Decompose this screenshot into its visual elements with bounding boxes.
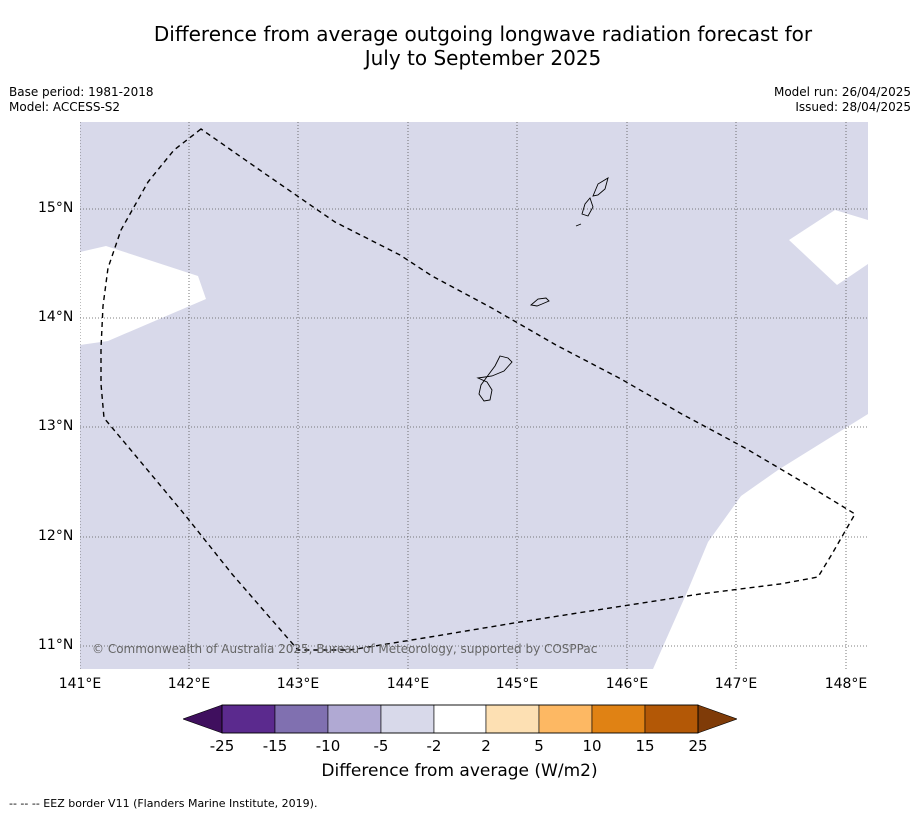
- lon-label: 144°E: [386, 676, 430, 692]
- island-saipan: [592, 177, 609, 197]
- colorbar-segment: [591, 704, 646, 734]
- colorbar-tick: 10: [582, 737, 602, 755]
- colorbar-extend-low: [183, 704, 223, 734]
- lat-label: 12°N: [38, 528, 74, 544]
- map-gridlines: [80, 122, 868, 669]
- base-period: Base period: 1981-2018: [9, 85, 154, 99]
- colorbar-tick: -15: [262, 737, 288, 755]
- title-line-1: Difference from average outgoing longwav…: [153, 22, 813, 46]
- model-name: Model: ACCESS-S2: [9, 100, 121, 114]
- model-run: Model run: 26/04/2025: [773, 85, 911, 99]
- colorbar-extend-high: [697, 704, 737, 734]
- colorbar: [183, 704, 737, 734]
- colorbar-tick: -10: [315, 737, 341, 755]
- lon-label: 145°E: [495, 676, 539, 692]
- lon-label: 146°E: [605, 676, 649, 692]
- colorbar-tick: -25: [209, 737, 235, 755]
- neutral-area-southeast: [653, 414, 868, 669]
- neutral-area-west: [80, 246, 206, 345]
- colorbar-segment: [538, 704, 593, 734]
- colorbar-label: Difference from average (W/m2): [321, 761, 598, 781]
- neutral-area-northeast: [789, 210, 868, 285]
- colorbar-segment: [485, 704, 540, 734]
- colorbar-tick: 15: [635, 737, 655, 755]
- colorbar-segment: [644, 704, 699, 734]
- islands: [476, 177, 609, 402]
- meta-right: Model run: 26/04/2025 Issued: 28/04/2025: [774, 85, 911, 115]
- issued-date: Issued: 28/04/2025: [795, 100, 911, 114]
- colorbar-tick: 5: [534, 737, 544, 755]
- lat-label: 11°N: [38, 637, 74, 653]
- colorbar-tick: 2: [481, 737, 491, 755]
- lon-label: 141°E: [58, 676, 102, 692]
- lon-label: 147°E: [714, 676, 758, 692]
- map-panel: [80, 122, 868, 669]
- colorbar-segment: [221, 704, 276, 734]
- lon-label: 143°E: [276, 676, 320, 692]
- island-guam: [476, 355, 513, 402]
- colorbar-tick: 25: [688, 737, 708, 755]
- lon-label: 142°E: [167, 676, 211, 692]
- colorbar-frame: [221, 704, 699, 734]
- lat-label: 15°N: [38, 200, 74, 216]
- colorbar-tick: -2: [426, 737, 442, 755]
- eez-border: [100, 128, 856, 651]
- meta-left: Base period: 1981-2018 Model: ACCESS-S2: [9, 85, 154, 115]
- lat-label: 14°N: [38, 309, 74, 325]
- copyright-notice: © Commonwealth of Australia 2025, Bureau…: [92, 642, 598, 656]
- neutral-anomaly-areas: [80, 210, 868, 669]
- colorbar-segment: [327, 704, 382, 734]
- island-tinian: [581, 197, 594, 217]
- chart-title: Difference from average outgoing longwav…: [0, 22, 919, 70]
- island-aguijan: [575, 223, 582, 227]
- colorbar-segment: [274, 704, 329, 734]
- colorbar-tick: -5: [373, 737, 389, 755]
- island-rota: [529, 297, 550, 307]
- lat-label: 13°N: [38, 418, 74, 434]
- lon-label: 148°E: [824, 676, 868, 692]
- title-line-2: July to September 2025: [364, 46, 602, 70]
- colorbar-segment: [380, 704, 435, 734]
- eez-legend-note: -- -- -- EEZ border V11 (Flanders Marine…: [9, 797, 318, 810]
- colorbar-segment: [433, 704, 487, 734]
